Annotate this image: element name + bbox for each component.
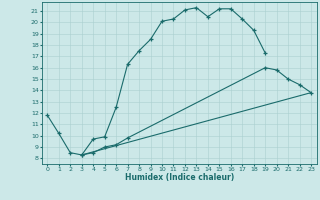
X-axis label: Humidex (Indice chaleur): Humidex (Indice chaleur) (124, 173, 234, 182)
